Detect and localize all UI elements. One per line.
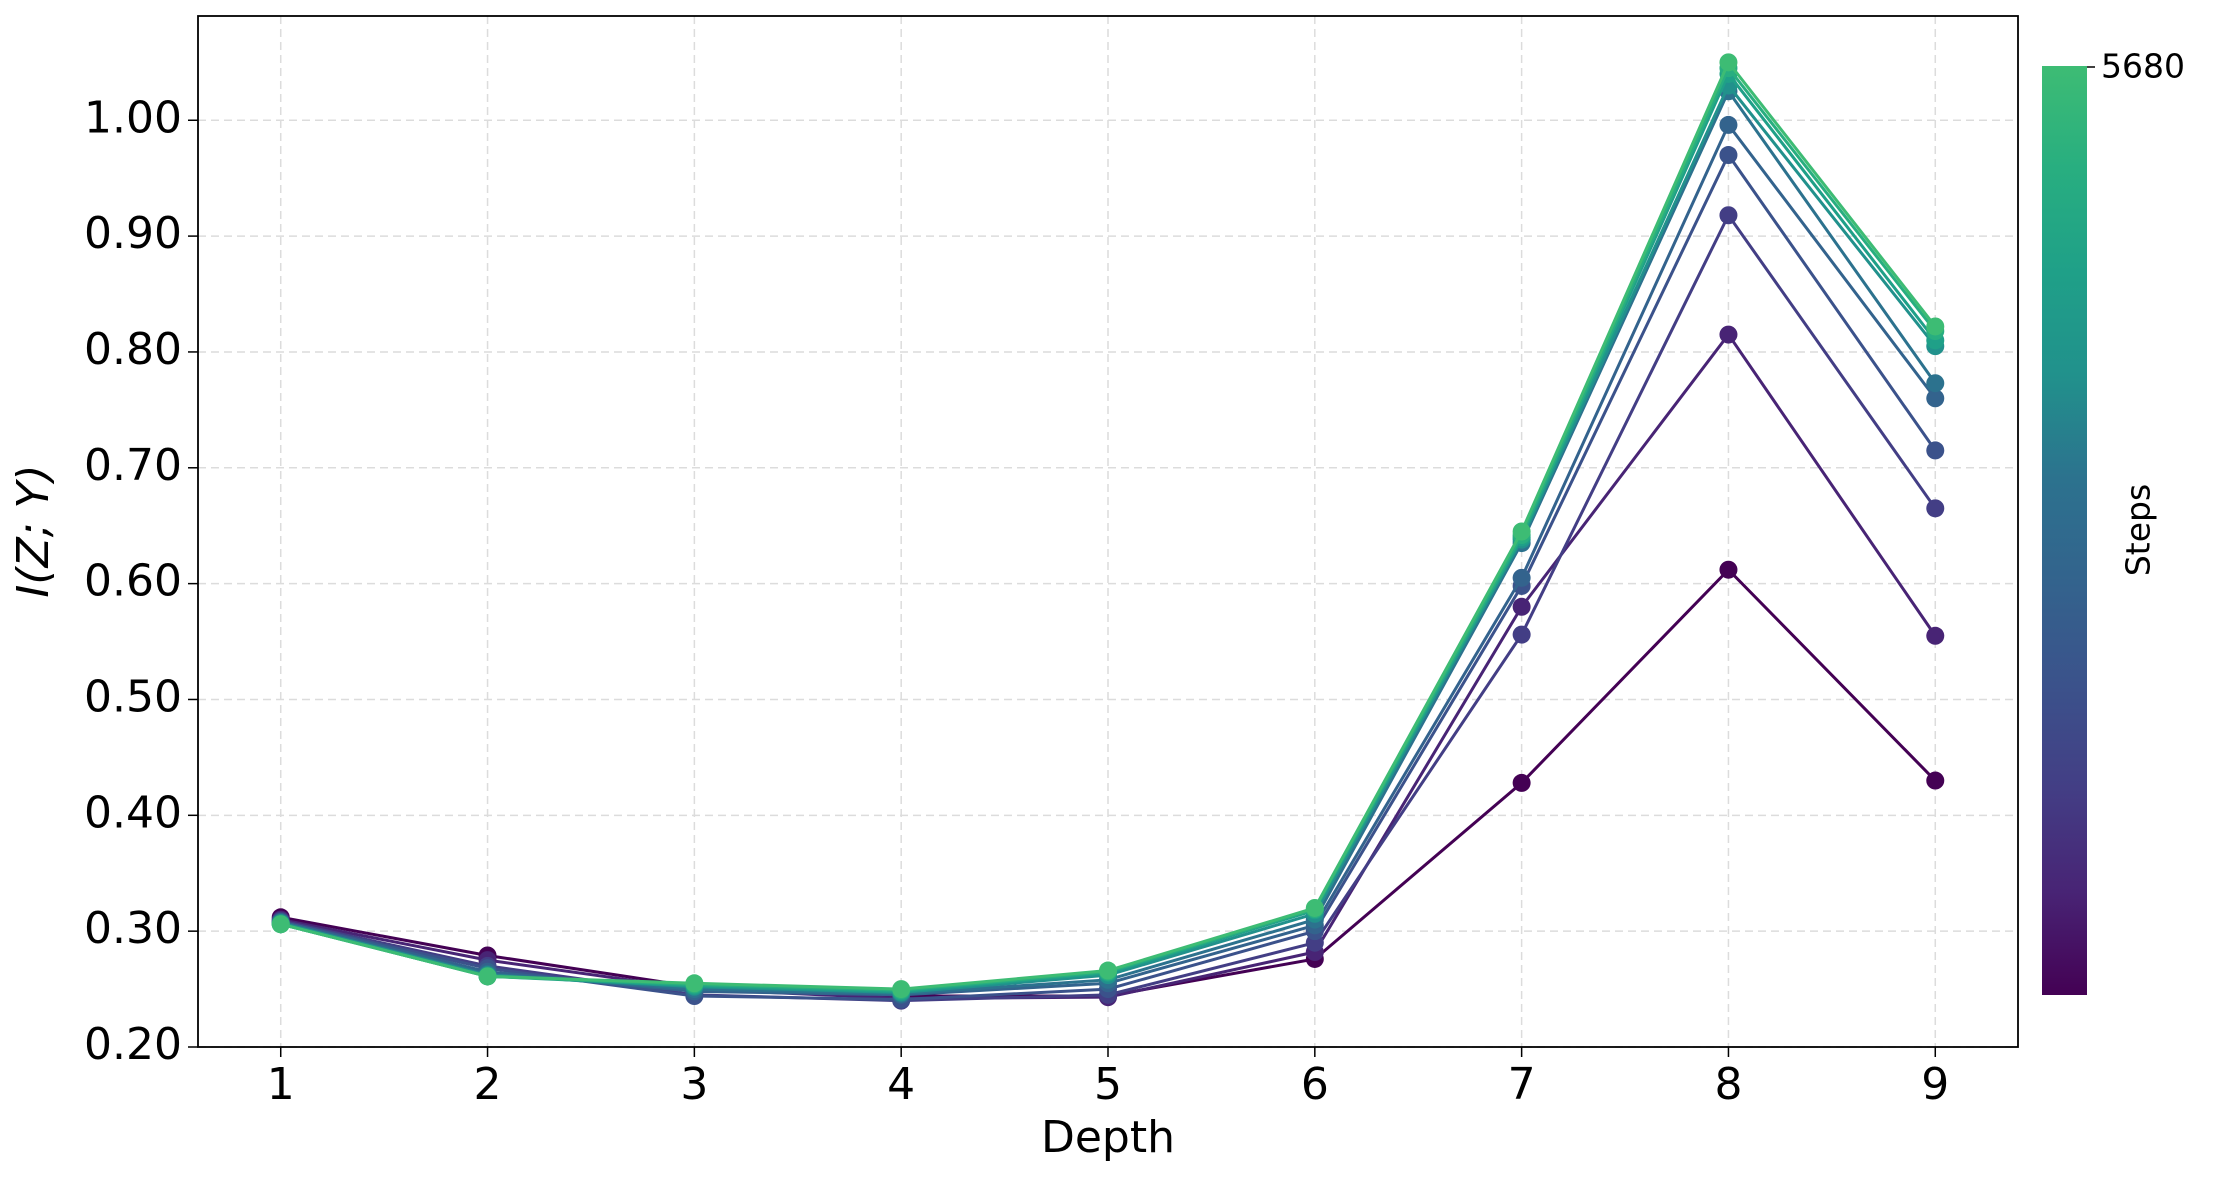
data-point [271,915,290,934]
y-tick-label: 0.30 [84,903,182,954]
colorbar-label: Steps [2119,484,2158,576]
x-tick-label: 8 [1714,1059,1742,1110]
y-tick-label: 0.60 [84,556,182,607]
x-tick-label: 7 [1508,1059,1536,1110]
colorbar [2042,66,2087,995]
data-point [1719,146,1738,165]
x-tick-label: 5 [1094,1059,1122,1110]
data-point [1926,499,1945,518]
data-point [1719,53,1738,72]
x-tick-label: 3 [680,1059,708,1110]
plot-frame [197,15,2019,1048]
data-point [1512,522,1531,541]
x-tick-label: 2 [474,1059,502,1110]
data-point [685,974,704,993]
y-tick-label: 0.90 [84,208,182,259]
y-tick-label: 0.40 [84,787,182,838]
x-tick-label: 6 [1301,1059,1329,1110]
y-tick-label: 0.50 [84,671,182,722]
y-tick-label: 1.00 [84,92,182,143]
x-tick-label: 1 [267,1059,295,1110]
data-point [1926,317,1945,336]
data-point [1512,568,1531,587]
colorbar-tick-label: 5680 [2101,47,2185,86]
data-point [1926,771,1945,790]
data-point [892,980,911,999]
data-point [1926,389,1945,408]
data-point [1305,898,1324,917]
data-point [1099,961,1117,980]
data-point [1512,773,1531,792]
data-point [1512,597,1531,616]
y-tick-label: 0.80 [84,324,182,375]
data-point [1926,626,1945,645]
x-tick-label: 4 [887,1059,915,1110]
data-point [1926,374,1945,393]
y-tick-label: 0.20 [84,1019,182,1070]
data-point [1719,206,1738,225]
data-point [1719,560,1738,579]
data-point [1512,625,1531,644]
data-point [1719,115,1738,134]
data-point [1926,441,1945,460]
data-point [1719,325,1738,344]
data-point [478,967,497,986]
y-axis-label: I(Z; Y) [8,464,59,597]
y-tick-label: 0.70 [84,440,182,491]
x-axis-label: Depth [1041,1112,1175,1163]
x-tick-label: 9 [1921,1059,1949,1110]
